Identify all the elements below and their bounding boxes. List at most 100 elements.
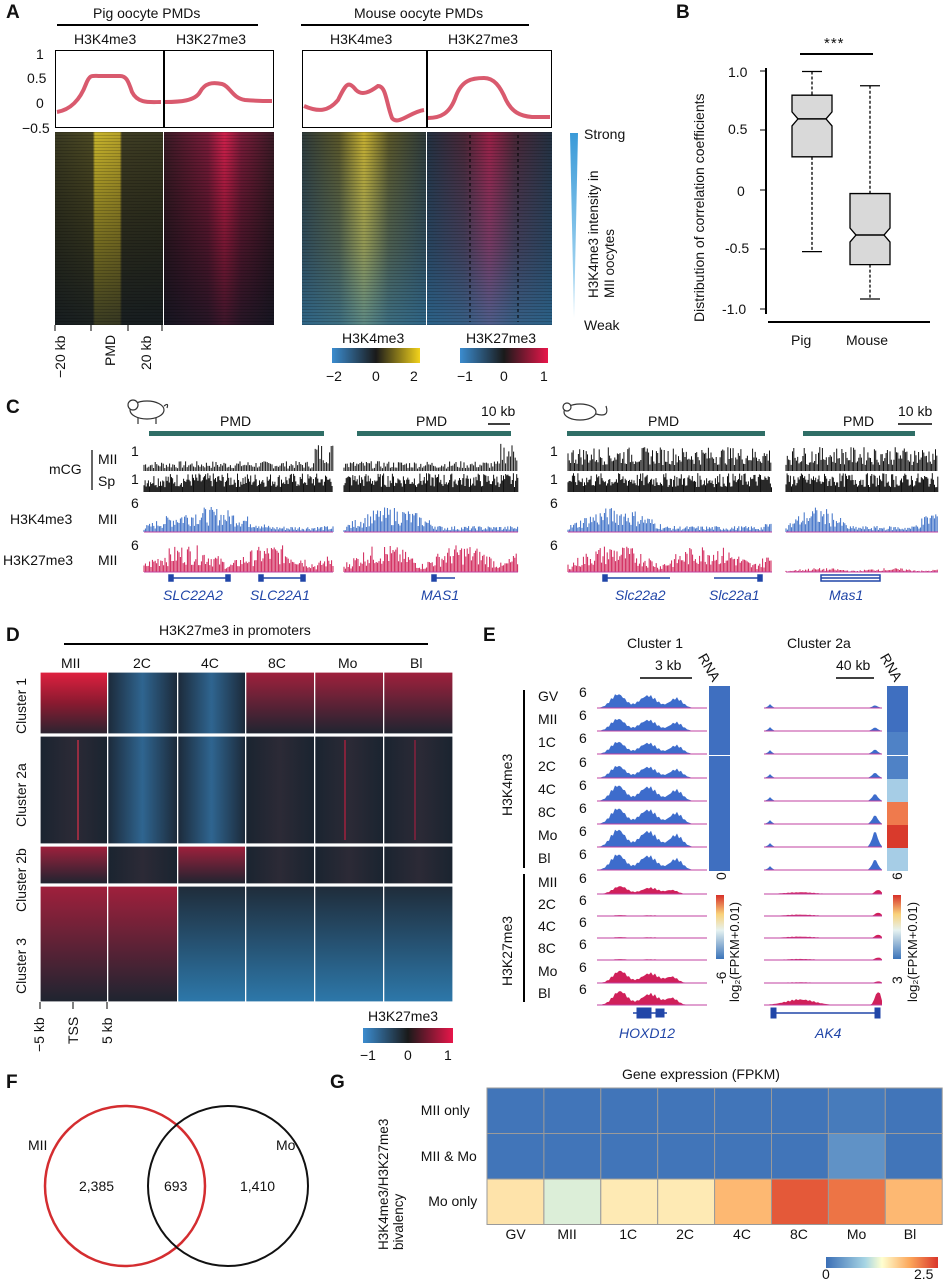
e-k27-max-5: 6	[579, 981, 587, 997]
profile-ytick-m05: −0.5	[22, 120, 50, 136]
d-block-2-0	[40, 846, 107, 884]
e-k27-bracket	[523, 874, 525, 1002]
d-block-1-2	[178, 736, 245, 844]
d-cbar-zero: 0	[404, 1047, 412, 1063]
e-k4-track1-bl	[597, 854, 707, 870]
g-cell-0-5	[771, 1087, 829, 1134]
g-col-3: 2C	[676, 1226, 695, 1242]
e-rna1-1c	[709, 732, 730, 755]
e-k4-max-6: 6	[579, 823, 587, 839]
mcg-sp-track	[143, 473, 333, 492]
g-cbar-min: 0	[822, 1266, 830, 1282]
mouse-icon	[562, 402, 608, 421]
pig-title: Pig oocyte PMDs	[93, 5, 201, 21]
scale-label-mouse: 10 kb	[898, 403, 933, 419]
d-block-1-4	[315, 736, 383, 844]
c-k4-mii: MII	[98, 511, 118, 527]
g-col-7: Bl	[903, 1226, 917, 1242]
panel-label-f: F	[6, 1072, 18, 1093]
d-block-3-4	[315, 886, 383, 1002]
mouse-title: Mouse oocyte PMDs	[354, 5, 484, 21]
venn-value-mid: 693	[164, 1178, 188, 1194]
c-k27-mii: MII	[98, 552, 118, 568]
g-cell-0-4	[714, 1087, 772, 1134]
e-k4-max-2: 6	[579, 730, 587, 746]
d-stage-bl: Bl	[410, 655, 423, 671]
profile-ytick-1: 1	[36, 46, 44, 62]
mcg-sp-track	[567, 473, 772, 492]
e-k4-stage-bl: Bl	[538, 850, 551, 866]
mcg-mii-track	[785, 447, 938, 471]
d-title-rule	[64, 643, 428, 645]
d-stage-2c: 2C	[133, 655, 151, 671]
d-cbar-pos: 1	[444, 1047, 452, 1063]
e-k27-track2-4c	[764, 934, 882, 938]
d-block-0-2	[178, 672, 245, 734]
box-ytick-2: 0	[737, 183, 745, 199]
e-rna2-2c	[887, 756, 908, 779]
g-cell-2-4	[714, 1178, 772, 1225]
signif-bracket	[800, 53, 873, 55]
mcg-sp-label: Sp	[98, 473, 116, 489]
g-col-2: 1C	[619, 1226, 638, 1242]
mcg-sp-track	[785, 473, 939, 492]
d-stage-mo: Mo	[338, 655, 358, 671]
mcg-mii-track	[343, 443, 518, 471]
k27-track	[143, 545, 334, 572]
e-k4-track2-4c	[764, 794, 882, 801]
g-cell-1-4	[714, 1133, 772, 1180]
side-weak: Weak	[584, 317, 620, 333]
g-cell-1-1	[543, 1133, 602, 1180]
e-k4-stage-4c: 4C	[538, 781, 556, 797]
box-pig	[791, 70, 833, 253]
d-block-3-5	[384, 886, 453, 1002]
profile-ytick-05: 0.5	[27, 70, 47, 86]
e-k4-track2-bl	[764, 860, 882, 870]
cbar-k27-tick-zero: 0	[500, 368, 508, 384]
e-rna2-mo	[887, 825, 908, 848]
e-k4-track1-2c	[597, 765, 707, 778]
gene-mas1-pig: MAS1	[421, 587, 460, 603]
d-stage-mii: MII	[61, 655, 81, 671]
mcg-sp-track	[343, 473, 519, 492]
profile-ytick-0: 0	[36, 95, 44, 111]
k4-track	[143, 507, 334, 532]
d-block-0-3	[246, 672, 314, 734]
e-rna1-mii	[709, 709, 730, 732]
k4-track	[567, 508, 772, 532]
e-k4-track1-gv	[597, 694, 707, 708]
panel-label-d: D	[6, 625, 20, 646]
e-k4-max-4: 6	[579, 777, 587, 793]
e-k4-track1-1c	[597, 741, 707, 754]
g-row-0: MII only	[420, 1102, 470, 1118]
d-block-1-5	[384, 736, 453, 844]
venn-value-left: 2,385	[79, 1178, 115, 1194]
d-block-0-1	[108, 672, 177, 734]
pig-profile-divider	[163, 50, 165, 128]
g-row-1: MII & Mo	[420, 1147, 477, 1164]
g-row-2: Mo only	[428, 1193, 478, 1209]
k27-track	[343, 545, 519, 572]
g-cell-1-3	[657, 1133, 716, 1180]
d-block-1-0	[40, 736, 107, 844]
c-val-6b: 6	[131, 537, 139, 553]
g-col-5: 8C	[789, 1226, 808, 1242]
e-rna1-bl	[709, 848, 730, 871]
e-k4-stage-gv: GV	[538, 688, 559, 704]
pmd-label-mouse-1: PMD	[648, 413, 680, 429]
e-k4-bracket	[523, 690, 525, 868]
g-cell-2-2	[600, 1178, 659, 1225]
e-k27-track2-2c	[764, 912, 882, 916]
e-rna1-mo	[709, 825, 730, 848]
e-rna2-bl	[887, 848, 908, 871]
g-cell-2-0	[486, 1178, 545, 1225]
e-cluster1: Cluster 1	[627, 635, 684, 651]
box-cat-mouse: Mouse	[846, 332, 889, 348]
mcg-mii-label: MII	[98, 451, 118, 467]
g-cell-2-5	[771, 1178, 829, 1225]
e-gene-ak4: AK4	[815, 1025, 842, 1041]
gene-slc22a2-mouse: Slc22a2	[615, 587, 666, 603]
panel-label-a: A	[6, 2, 20, 23]
